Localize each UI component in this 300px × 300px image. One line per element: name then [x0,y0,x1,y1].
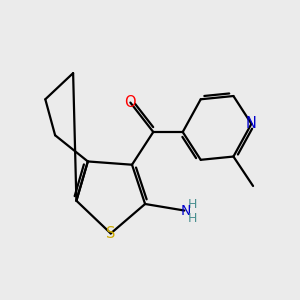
Text: H: H [188,212,197,225]
Text: N: N [181,203,191,218]
Text: O: O [124,95,136,110]
Text: N: N [246,116,257,131]
Text: H: H [188,198,197,211]
Text: S: S [106,226,116,241]
